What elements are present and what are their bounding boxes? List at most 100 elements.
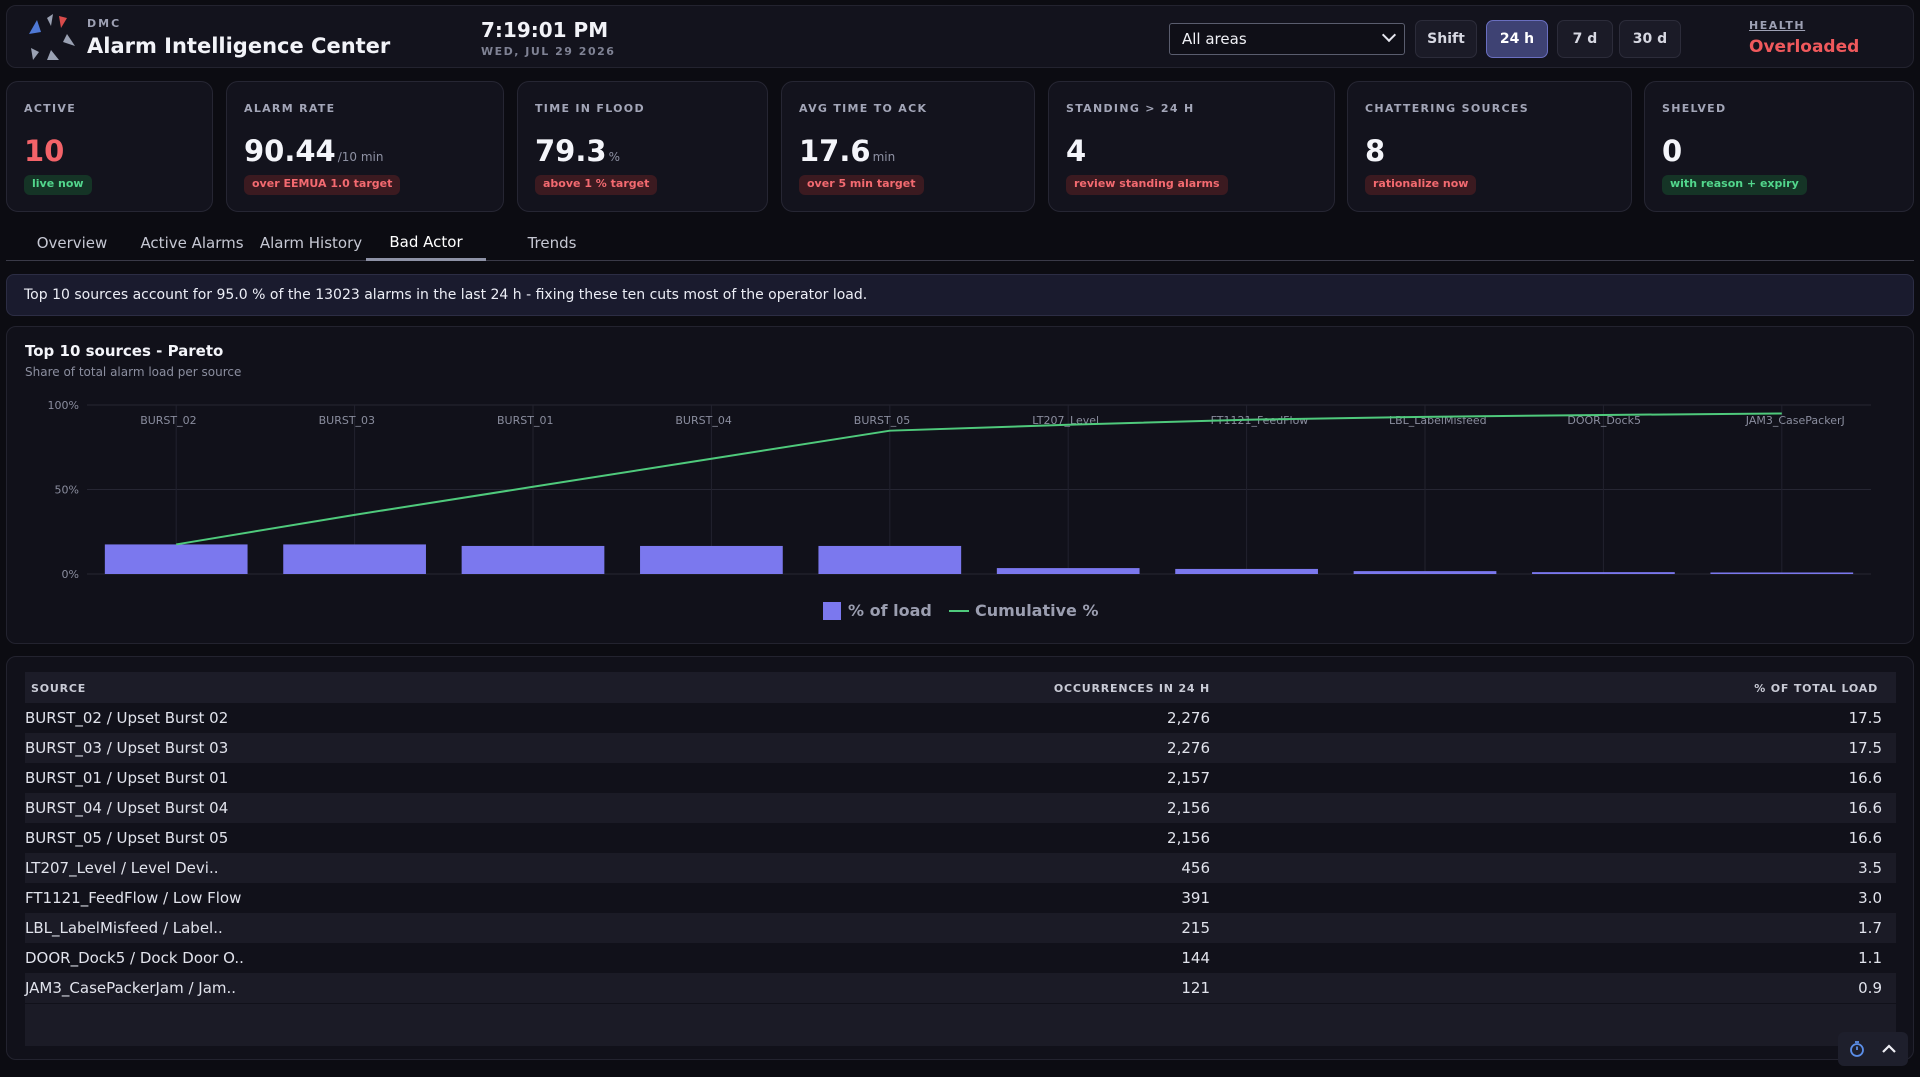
y-tick-label: 0% <box>62 568 79 581</box>
kpi-card-standing: STANDING > 24 H 4 review standing alarms <box>1048 81 1335 212</box>
range-button-30d[interactable]: 30 d <box>1619 20 1681 58</box>
column-header-occurrences[interactable]: OCCURRENCES IN 24 H <box>1053 682 1210 695</box>
kpi-card-alarm-rate: ALARM RATE 90.44/10 min over EEMUA 1.0 t… <box>226 81 504 212</box>
health-label[interactable]: HEALTH <box>1749 19 1806 32</box>
source-cell: BURST_05 / Upset Burst 05 <box>25 829 229 847</box>
pareto-chart-panel: Top 10 sources - Pareto Share of total a… <box>6 326 1914 644</box>
bar-BURST_03 <box>283 544 426 574</box>
column-header-load[interactable]: % OF TOTAL LOAD <box>1754 682 1878 695</box>
kpi-value: 10 <box>24 134 65 168</box>
load-cell: 3.5 <box>1858 859 1882 877</box>
kpi-value: 90.44/10 min <box>244 134 384 168</box>
bad-actor-table-panel: SOURCE OCCURRENCES IN 24 H % OF TOTAL LO… <box>6 656 1914 1060</box>
bar-FT1121_FeedFlow <box>1175 568 1318 574</box>
area-select[interactable]: All areas <box>1169 23 1405 55</box>
bar-LT207_Level <box>996 568 1140 574</box>
chart-title: Top 10 sources - Pareto <box>25 342 224 360</box>
load-cell: 1.7 <box>1858 919 1882 937</box>
kpi-label: ALARM RATE <box>244 102 336 115</box>
legend-line-label: Cumulative % <box>975 601 1099 620</box>
kpi-label: AVG TIME TO ACK <box>799 102 928 115</box>
tab-active-alarms[interactable]: Active Alarms <box>140 234 244 252</box>
occurrences-cell: 2,156 <box>1167 829 1210 847</box>
source-cell: BURST_02 / Upset Burst 02 <box>25 709 229 727</box>
table-header: SOURCE OCCURRENCES IN 24 H % OF TOTAL LO… <box>25 672 1896 703</box>
load-cell: 1.1 <box>1858 949 1882 967</box>
stopwatch-icon[interactable] <box>1848 1040 1866 1058</box>
category-label: BURST_05 <box>854 414 910 427</box>
category-label: DOOR_Dock5 <box>1567 414 1641 427</box>
app-title: Alarm Intelligence Center <box>87 34 391 58</box>
table-row[interactable]: FT1121_FeedFlow / Low Flow 391 3.0 <box>25 883 1896 913</box>
kpi-value: 17.6 min <box>799 134 896 168</box>
tab-overview[interactable]: Overview <box>36 234 108 252</box>
kpi-label: ACTIVE <box>24 102 77 115</box>
table-row[interactable]: BURST_02 / Upset Burst 02 2,276 17.5 <box>25 703 1896 733</box>
bar-BURST_04 <box>640 545 783 574</box>
status-badge: above 1 % target <box>535 175 658 195</box>
load-cell: 17.5 <box>1848 739 1882 757</box>
bar-DOOR_Dock5 <box>1532 572 1675 574</box>
clock-date: WED, JUL 29 2026 <box>481 45 616 58</box>
table-filler <box>25 1004 1896 1046</box>
category-label: BURST_04 <box>675 414 731 427</box>
range-button-7d[interactable]: 7 d <box>1557 20 1613 58</box>
dmc-logo-icon <box>29 14 75 60</box>
table-row[interactable]: DOOR_Dock5 / Dock Door O.. 144 1.1 <box>25 943 1896 973</box>
column-header-source[interactable]: SOURCE <box>31 682 87 695</box>
status-badge: review standing alarms <box>1066 175 1228 195</box>
tab-bad-actor[interactable]: Bad Actor <box>366 225 486 261</box>
source-cell: BURST_04 / Upset Burst 04 <box>25 799 229 817</box>
table-row[interactable]: JAM3_CasePackerJam / Jam.. 121 0.9 <box>25 973 1896 1003</box>
source-cell: LT207_Level / Level Devi.. <box>25 859 219 877</box>
kpi-value: 4 <box>1066 134 1087 168</box>
table-row[interactable]: BURST_03 / Upset Burst 03 2,276 17.5 <box>25 733 1896 763</box>
kpi-label: SHELVED <box>1662 102 1727 115</box>
chart-subtitle: Share of total alarm load per source <box>25 365 242 379</box>
table-row[interactable]: LBL_LabelMisfeed / Label.. 215 1.7 <box>25 913 1896 943</box>
bar-LBL_LabelMisfeed <box>1353 571 1497 574</box>
legend-bar-swatch <box>823 602 841 620</box>
source-cell: DOOR_Dock5 / Dock Door O.. <box>25 949 244 967</box>
y-tick-label: 100% <box>48 399 79 412</box>
kpi-card-time-in-flood: TIME IN FLOOD 79.3% above 1 % target <box>517 81 768 212</box>
kpi-label: CHATTERING SOURCES <box>1365 102 1529 115</box>
health-status: Overloaded <box>1749 37 1860 57</box>
occurrences-cell: 391 <box>1181 889 1210 907</box>
source-cell: LBL_LabelMisfeed / Label.. <box>25 919 223 937</box>
kpi-value: 79.3% <box>535 134 620 168</box>
category-label: FT1121_FeedFlow <box>1211 414 1309 427</box>
legend-bar-label: % of load <box>848 601 932 620</box>
kpi-label: TIME IN FLOOD <box>535 102 645 115</box>
occurrences-cell: 2,156 <box>1167 799 1210 817</box>
range-button-shift[interactable]: Shift <box>1415 20 1477 58</box>
kpi-card-active: ACTIVE 10 live now <box>6 81 213 212</box>
bar-JAM3_CasePackerJ <box>1710 572 1854 574</box>
kpi-unit: % <box>608 150 620 164</box>
status-badge: with reason + expiry <box>1662 175 1807 195</box>
source-cell: FT1121_FeedFlow / Low Flow <box>25 889 242 907</box>
load-cell: 16.6 <box>1848 799 1882 817</box>
corner-toolbar <box>1838 1032 1908 1066</box>
tab-alarm-history[interactable]: Alarm History <box>259 234 363 252</box>
info-banner: Top 10 sources account for 95.0 % of the… <box>6 274 1914 316</box>
source-cell: BURST_01 / Upset Burst 01 <box>25 769 229 787</box>
kpi-card-chattering-sources: CHATTERING SOURCES 8 rationalize now <box>1347 81 1632 212</box>
app-header: DMC Alarm Intelligence Center 7:19:01 PM… <box>6 5 1914 68</box>
table-row[interactable]: BURST_05 / Upset Burst 05 2,156 16.6 <box>25 823 1896 853</box>
status-badge: rationalize now <box>1365 175 1477 195</box>
brand-abbreviation: DMC <box>87 17 122 30</box>
chevron-down-icon <box>1381 27 1397 43</box>
y-tick-label: 50% <box>55 484 79 497</box>
table-row[interactable]: BURST_01 / Upset Burst 01 2,157 16.6 <box>25 763 1896 793</box>
tab-trends[interactable]: Trends <box>527 234 577 252</box>
occurrences-cell: 2,276 <box>1167 709 1210 727</box>
table-row[interactable]: LT207_Level / Level Devi.. 456 3.5 <box>25 853 1896 883</box>
chevron-up-icon[interactable] <box>1880 1040 1898 1058</box>
table-row[interactable]: BURST_04 / Upset Burst 04 2,156 16.6 <box>25 793 1896 823</box>
bar-BURST_02 <box>104 544 248 574</box>
range-button-24h[interactable]: 24 h <box>1486 20 1548 58</box>
occurrences-cell: 456 <box>1181 859 1210 877</box>
tab-bar: Overview Active Alarms Alarm History Bad… <box>6 225 1914 261</box>
occurrences-cell: 144 <box>1181 949 1210 967</box>
